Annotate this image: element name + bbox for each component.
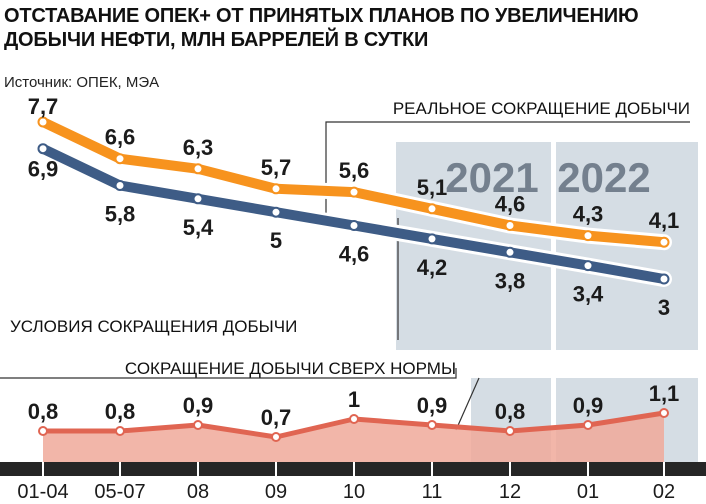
actual-point [270,183,282,195]
conditions-point [192,193,204,205]
actual-value-label: 6,3 [183,135,214,160]
conditions-point [426,233,438,245]
excess-value-label: 0,8 [495,399,526,424]
conditions-value-label: 3,8 [495,268,526,293]
conditions-point [270,206,282,218]
x-axis-tick [197,462,199,476]
actual-point [658,236,670,248]
excess-point [115,426,125,436]
excess-point [427,420,437,430]
x-tick-label: 10 [343,481,365,503]
actual-value-label: 5,7 [261,155,292,180]
conditions-value-label: 4,2 [417,255,448,280]
excess-value-label: 0,9 [573,393,604,418]
chart-title: ОТСТАВАНИЕ ОПЕК+ ОТ ПРИНЯТЫХ ПЛАНОВ ПО У… [4,4,639,52]
actual-point [348,186,360,198]
excess-point [349,414,359,424]
excess-value-label: 1,1 [649,381,680,406]
x-axis-tick [431,462,433,476]
x-tick-label: 01 [577,481,599,503]
x-axis-tick [663,462,665,476]
excess-label-leader-diag [455,377,480,431]
actual-point [426,203,438,215]
x-tick-label: 08 [187,481,209,503]
conditions-value-label: 5,8 [105,201,136,226]
actual-value-label: 4,3 [573,202,604,227]
x-tick-label: 09 [265,481,287,503]
x-axis-tick [42,462,44,476]
actual-value-label: 4,1 [649,208,680,233]
series-label-conditions: УСЛОВИЯ СОКРАЩЕНИЯ ДОБЫЧИ [10,317,297,336]
year-label-2022: 2022 [557,154,650,201]
excess-point [583,420,593,430]
excess-point [659,408,669,418]
conditions-point [348,220,360,231]
x-tick-label: 01-04 [17,481,68,503]
conditions-value-label: 5 [270,228,282,253]
actual-point [37,116,49,128]
excess-point [193,420,203,430]
series-label-excess: СОКРАЩЕНИЕ ДОБЫЧИ СВЕРХ НОРМЫ [125,359,456,378]
x-axis-tick [275,462,277,476]
x-tick-label: 05-07 [94,481,145,503]
conditions-value-label: 3,4 [573,282,604,307]
series-label-actual: РЕАЛЬНОЕ СОКРАЩЕНИЕ ДОБЫЧИ [393,99,690,118]
conditions-value-label: 3 [658,295,670,320]
excess-point [271,432,281,442]
actual-point [192,163,204,175]
actual-point [582,230,594,242]
x-axis-tick [119,462,121,476]
actual-point [504,220,516,231]
x-axis-tick [587,462,589,476]
actual-point [114,153,126,165]
actual-value-label: 6,6 [105,125,136,150]
conditions-value-label: 5,4 [183,215,214,240]
excess-value-label: 1 [348,387,360,412]
conditions-value-label: 6,9 [28,157,59,182]
excess-point [38,426,48,436]
x-axis-tick [509,462,511,476]
x-tick-label: 11 [422,481,443,503]
excess-label-leader-left [0,368,457,379]
conditions-value-label: 4,6 [339,242,370,267]
conditions-point [582,260,594,272]
excess-value-label: 0,7 [261,405,292,430]
title-line-1: ОТСТАВАНИЕ ОПЕК+ ОТ ПРИНЯТЫХ ПЛАНОВ ПО У… [4,5,639,27]
actual-value-label: 7,7 [28,94,59,119]
excess-value-label: 0,9 [417,393,448,418]
excess-value-label: 0,9 [183,393,214,418]
actual-value-label: 4,6 [495,192,526,217]
excess-value-label: 0,8 [105,399,136,424]
excess-value-label: 0,8 [28,399,59,424]
conditions-point [37,143,49,155]
year-label-2021: 2021 [445,154,538,201]
excess-point [505,426,515,436]
actual-value-label: 5,6 [339,158,370,183]
x-tick-label: 02 [653,481,675,503]
conditions-point [504,246,516,258]
conditions-point [114,180,126,191]
x-axis-tick [353,462,355,476]
title-line-2: ДОБЫЧИ НЕФТИ, МЛН БАРРЕЛЕЙ В СУТКИ [4,29,429,51]
source-note: Источник: ОПЕК, МЭА [4,74,160,91]
conditions-point [658,273,670,285]
actual-value-label: 5,1 [417,175,448,200]
x-tick-label: 12 [499,481,521,503]
